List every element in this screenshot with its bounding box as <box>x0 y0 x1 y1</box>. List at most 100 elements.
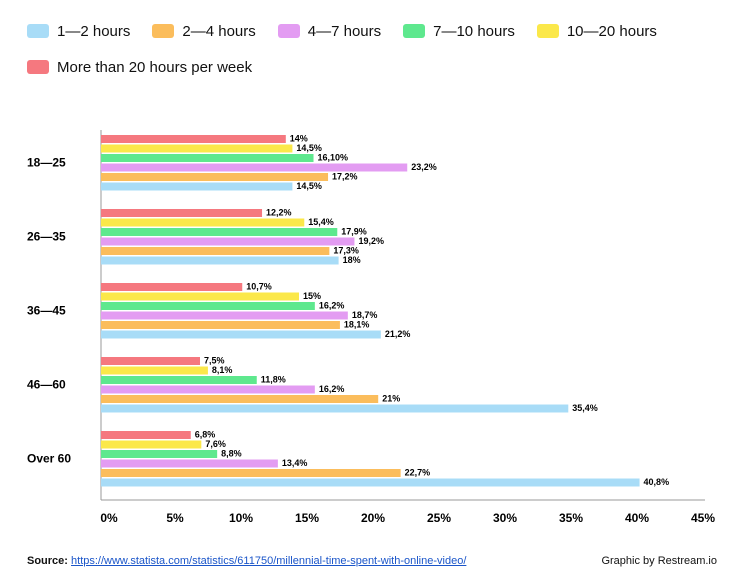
legend-label: 10—20 hours <box>566 22 657 40</box>
legend-swatch <box>152 24 175 38</box>
bar <box>101 459 278 468</box>
x-tick-label: 25% <box>427 511 451 525</box>
value-label: 14% <box>290 133 308 143</box>
category-label: 18—25 <box>27 156 66 170</box>
category-label: 26—35 <box>27 230 66 244</box>
x-tick-label: 10% <box>229 511 253 525</box>
x-tick-label: 20% <box>361 511 385 525</box>
bar <box>101 440 202 449</box>
bar <box>101 218 305 227</box>
category-label: Over 60 <box>27 452 71 466</box>
bar <box>101 404 569 413</box>
value-label: 17,2% <box>332 171 358 181</box>
footer: Source: https://www.statista.com/statist… <box>27 555 717 567</box>
legend-swatch <box>403 24 426 38</box>
bar <box>101 376 257 384</box>
value-label: 21,2% <box>385 329 411 339</box>
value-label: 19,2% <box>358 236 384 246</box>
x-tick-label: 5% <box>166 511 184 525</box>
credit: Graphic by Restream.io <box>601 555 717 567</box>
bar <box>101 144 293 153</box>
legend-item: More than 20 hours per week <box>27 56 252 78</box>
source-label: Source: <box>27 555 68 567</box>
legend-item: 1—2 hours <box>27 20 130 42</box>
source: Source: https://www.statista.com/statist… <box>27 555 466 567</box>
value-label: 18,7% <box>352 310 378 320</box>
value-label: 18,1% <box>344 319 370 329</box>
value-label: 7,5% <box>204 355 225 365</box>
bar <box>101 154 314 162</box>
bar <box>101 431 191 439</box>
legend-item: 4—7 hours <box>277 20 382 42</box>
bar <box>101 182 293 191</box>
value-label: 16,2% <box>319 384 345 394</box>
legend-label: 2—4 hours <box>182 22 256 40</box>
x-tick-label: 30% <box>493 511 517 525</box>
bar <box>101 173 329 181</box>
bar <box>101 395 379 403</box>
bar <box>101 247 330 255</box>
bar <box>101 357 200 365</box>
legend-label: 7—10 hours <box>433 22 515 40</box>
bar <box>101 321 340 329</box>
chart: 0% 5% 10% 15% 20% 25% 30% 35% 40% 45% 18—25 14,5% 17… <box>27 130 715 525</box>
legend-swatch <box>277 24 300 38</box>
legend-item: 2—4 hours <box>152 20 256 42</box>
bar <box>101 366 208 375</box>
x-tick-label: 45% <box>691 511 715 525</box>
bar <box>101 228 338 236</box>
value-label: 15% <box>303 291 321 301</box>
category-label: 36—45 <box>27 304 66 318</box>
x-tick-label: 0% <box>100 511 118 525</box>
value-label: 12,2% <box>266 207 292 217</box>
value-label: 40,8% <box>644 477 670 487</box>
value-label: 11,8% <box>261 374 286 384</box>
bar <box>101 237 355 246</box>
value-label: 21% <box>382 393 400 403</box>
legend-swatch <box>27 24 49 38</box>
x-tick-label: 40% <box>625 511 649 525</box>
bar <box>101 450 218 458</box>
x-tick-label: 35% <box>559 511 583 525</box>
legend-label: 1—2 hours <box>57 22 131 40</box>
value-label: 10,7% <box>246 281 272 291</box>
value-label: 17,9% <box>341 226 367 236</box>
bar <box>101 163 408 172</box>
bar <box>101 385 315 394</box>
legend-item: 10—20 hours <box>536 20 657 42</box>
bar <box>101 302 315 310</box>
bar <box>101 469 401 477</box>
bar <box>101 292 299 301</box>
value-label: 18% <box>343 255 361 265</box>
bar <box>101 209 263 217</box>
legend-item: 7—10 hours <box>403 20 515 42</box>
bar <box>101 256 339 265</box>
value-label: 16,10% <box>318 152 349 162</box>
legend-label: 4—7 hours <box>307 22 382 40</box>
value-label: 8,1% <box>212 365 233 375</box>
bar <box>101 135 286 143</box>
legend: 1—2 hours 2—4 hours 4—7 hours 7—10 hours 10—… <box>27 20 727 78</box>
bar <box>101 311 348 320</box>
value-label: 15,4% <box>308 217 334 227</box>
value-label: 17,3% <box>333 245 359 255</box>
value-label: 14,5% <box>296 143 322 153</box>
value-label: 16,2% <box>319 300 345 310</box>
value-label: 13,4% <box>282 458 308 468</box>
value-label: 6,8% <box>195 429 216 439</box>
value-label: 8,8% <box>221 448 242 458</box>
value-label: 7,6% <box>205 439 226 449</box>
value-label: 22,7% <box>405 467 431 477</box>
legend-swatch <box>27 60 49 74</box>
legend-swatch <box>536 24 559 38</box>
bar <box>101 283 243 291</box>
bar <box>101 478 640 487</box>
x-tick-label: 15% <box>295 511 319 525</box>
category-label: 46—60 <box>27 378 66 392</box>
value-label: 14,5% <box>296 181 322 191</box>
bar <box>101 330 381 339</box>
value-label: 23,2% <box>411 162 437 172</box>
source-link[interactable]: https://www.statista.com/statistics/6117… <box>71 555 467 567</box>
legend-label: More than 20 hours per week <box>57 58 253 76</box>
